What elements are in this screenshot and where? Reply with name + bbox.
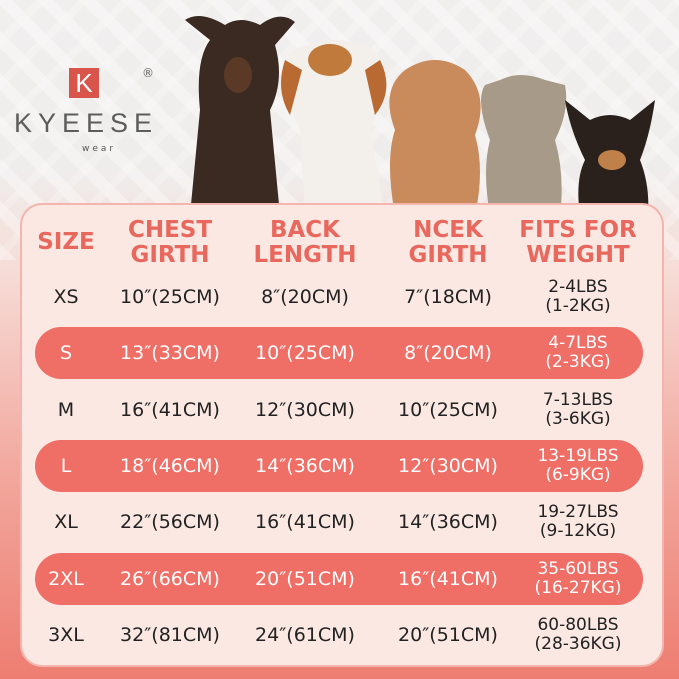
weight-line: (2-3KG) <box>545 352 611 373</box>
cell-weight: 2-4LBS (1-2KG) <box>545 271 610 323</box>
cell-neck: 12″(30CM) <box>398 454 498 477</box>
table-row: M 16″(41CM) 12″(30CM) 10″(25CM) 7-13LBS (3-6K… <box>35 384 643 436</box>
cell-weight: 7-13LBS (3-6KG) <box>543 384 613 436</box>
doberman <box>185 16 295 215</box>
weight-line: 19-27LBS <box>537 502 619 523</box>
weight-line: (1-2KG) <box>545 296 611 316</box>
weight-line: (3-6KG) <box>545 408 611 429</box>
header-text: GIRTH <box>130 241 210 268</box>
header-back-length: BACK LENGTH <box>253 215 356 270</box>
cell-weight: 35-60LBS (16-27KG) <box>535 553 622 605</box>
weight-line: (9-12KG) <box>539 521 617 542</box>
table-row: XL 22″(56CM) 16″(41CM) 14″(36CM) 19-27LBS (9-… <box>35 496 643 548</box>
poodle <box>389 60 481 215</box>
chihuahua <box>565 100 655 215</box>
cell-back: 16″(41CM) <box>255 511 355 534</box>
cell-neck: 14″(36CM) <box>398 511 498 534</box>
cell-neck: 20″(51CM) <box>398 623 498 646</box>
table-row: 3XL 32″(81CM) 24″(61CM) 20″(51CM) 60-80LBS (2… <box>35 609 643 661</box>
weight-line: 7-13LBS <box>542 389 614 410</box>
weight-line: (6-9KG) <box>545 464 611 485</box>
header-text: FITS FOR <box>519 216 637 243</box>
cell-size: XL <box>54 511 78 534</box>
table-header-row: SIZE CHEST GIRTH BACK LENGTH NCEK GIRTH FIT… <box>35 215 643 270</box>
weight-line: 4-7LBS <box>548 333 608 354</box>
logo-mark: K <box>69 68 99 98</box>
cell-chest: 10″(25CM) <box>120 286 220 308</box>
cell-size: M <box>57 398 75 421</box>
cell-neck: 8″(20CM) <box>404 342 492 365</box>
header-chest-girth: CHEST GIRTH <box>128 215 212 270</box>
header-text: LENGTH <box>253 241 357 268</box>
header-text: NCEK <box>413 216 483 243</box>
cell-chest: 32″(81CM) <box>120 623 220 646</box>
cell-size: XS <box>53 286 79 308</box>
cell-chest: 22″(56CM) <box>120 511 220 534</box>
header-text: WEIGHT <box>526 241 630 268</box>
weight-line: 60-80LBS <box>537 614 619 635</box>
header-neck-girth: NCEK GIRTH <box>408 215 487 270</box>
header-weight: FITS FOR WEIGHT <box>519 215 637 270</box>
brand-logo: K ® KYEESE wear <box>14 66 164 156</box>
header-text: SIZE <box>37 229 95 255</box>
cell-weight: 13-19LBS (6-9KG) <box>537 440 618 492</box>
dogs-photo <box>185 16 655 215</box>
cell-neck: 10″(25CM) <box>398 398 498 421</box>
cell-size: 2XL <box>48 567 84 590</box>
header-text: BACK <box>269 216 341 243</box>
table-row: L 18″(46CM) 14″(36CM) 12″(30CM) 13-19LBS (6-9… <box>35 439 643 492</box>
cell-back: 12″(30CM) <box>255 398 355 421</box>
header-text: GIRTH <box>408 241 488 268</box>
schnauzer <box>481 75 567 215</box>
cell-chest: 13″(33CM) <box>120 342 220 365</box>
table-row: S 13″(33CM) 10″(25CM) 8″(20CM) 4-7LBS (2-3KG) <box>35 327 643 380</box>
header-size: SIZE <box>37 215 95 270</box>
table-row: 2XL 26″(66CM) 20″(51CM) 16″(41CM) 35-60LBS (1… <box>35 552 643 605</box>
header-text: CHEST <box>127 216 213 243</box>
brand-name: KYEESE <box>14 108 159 138</box>
weight-line: 2-4LBS <box>548 277 608 297</box>
weight-line: 35-60LBS <box>537 558 619 579</box>
cell-back: 24″(61CM) <box>255 623 355 646</box>
cell-back: 20″(51CM) <box>255 567 355 590</box>
beagle <box>281 40 387 215</box>
cell-chest: 26″(66CM) <box>120 567 220 590</box>
brand-sub: wear <box>82 144 117 154</box>
weight-line: 13-19LBS <box>537 445 619 466</box>
registered-mark: ® <box>142 66 154 80</box>
cell-chest: 16″(41CM) <box>120 398 220 421</box>
weight-line: (16-27KG) <box>534 577 622 598</box>
cell-weight: 4-7LBS (2-3KG) <box>545 327 610 379</box>
cell-neck: 16″(41CM) <box>398 567 498 590</box>
cell-size: S <box>59 342 73 365</box>
size-chart-table: SIZE CHEST GIRTH BACK LENGTH NCEK GIRTH FIT… <box>22 205 662 665</box>
cell-neck: 7″(18CM) <box>404 286 492 308</box>
weight-line: (28-36KG) <box>534 633 622 654</box>
cell-back: 14″(36CM) <box>255 454 355 477</box>
cell-size: L <box>60 454 72 477</box>
table-row: XS 10″(25CM) 8″(20CM) 7″(18CM) 2-4LBS (1-2KG) <box>35 271 643 323</box>
cell-weight: 19-27LBS (9-12KG) <box>537 496 618 548</box>
cell-back: 10″(25CM) <box>255 342 355 365</box>
cell-size: 3XL <box>48 623 84 646</box>
cell-chest: 18″(46CM) <box>120 454 220 477</box>
cell-weight: 60-80LBS (28-36KG) <box>535 609 622 661</box>
cell-back: 8″(20CM) <box>261 286 349 308</box>
